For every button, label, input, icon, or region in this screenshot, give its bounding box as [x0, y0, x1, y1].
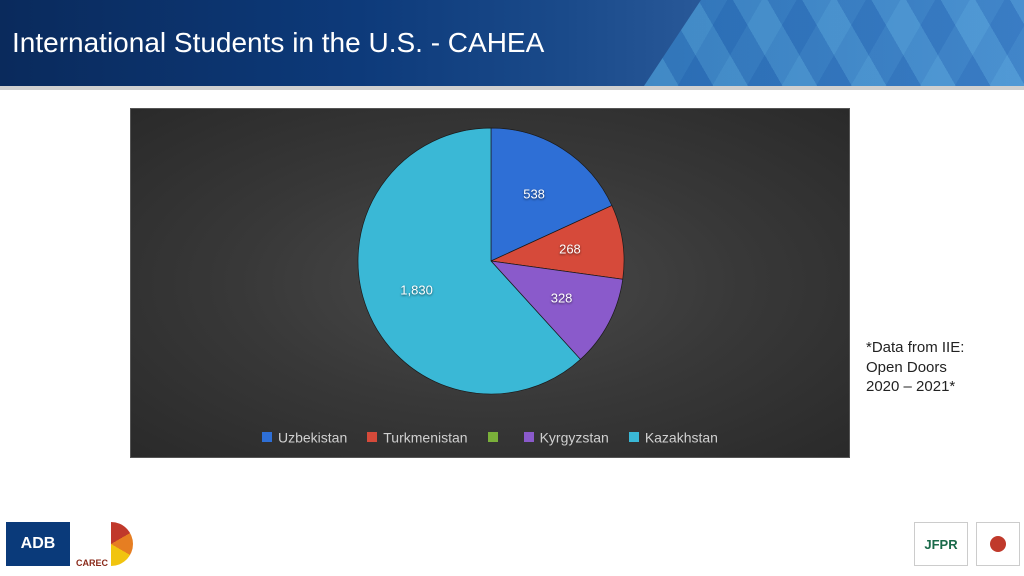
note-line-3: 2020 – 2021* [866, 377, 1016, 397]
adb-logo: ADB [6, 522, 70, 566]
note-line-2: Open Doors [866, 358, 1016, 378]
legend-item-uzbekistan: Uzbekistan [262, 428, 347, 445]
legend-label: Uzbekistan [278, 429, 347, 445]
pie-svg [351, 121, 631, 401]
slide-header: International Students in the U.S. - CAH… [0, 0, 1024, 90]
chart-legend: Uzbekistan Turkmenistan Kyrgyzstan Kazakhst… [131, 428, 849, 445]
jfpr-logo: JFPR [914, 522, 968, 566]
carec-logo: CAREC [76, 522, 146, 566]
pie-chart: 538 268 328 1,830 [351, 121, 631, 401]
pie-value-uzbekistan: 538 [523, 186, 545, 201]
note-line-1: *Data from IIE: [866, 338, 1016, 358]
jfpr-text: JFPR [924, 537, 957, 552]
legend-swatch-icon [262, 432, 272, 442]
legend-item-turkmenistan: Turkmenistan [367, 428, 467, 445]
pie-value-turkmenistan: 268 [559, 242, 581, 257]
japan-flag-icon [990, 536, 1006, 552]
legend-swatch-icon [629, 432, 639, 442]
legend-item-kazakhstan: Kazakhstan [629, 428, 718, 445]
slide-title: International Students in the U.S. - CAH… [12, 27, 544, 59]
data-source-note: *Data from IIE: Open Doors 2020 – 2021* [866, 338, 1016, 397]
legend-swatch-icon [367, 432, 377, 442]
pie-chart-panel: 538 268 328 1,830 Uzbekistan Turkmenistan Kyr… [130, 108, 850, 458]
legend-label: Turkmenistan [383, 429, 467, 445]
carec-text: CAREC [76, 558, 108, 568]
japan-flag-logo [976, 522, 1020, 566]
pie-value-kazakhstan: 1,830 [400, 282, 433, 297]
main-content: 538 268 328 1,830 Uzbekistan Turkmenistan Kyr… [0, 94, 1024, 514]
legend-swatch-icon [524, 432, 534, 442]
legend-label: Kyrgyzstan [540, 429, 609, 445]
legend-label: Kazakhstan [645, 429, 718, 445]
pie-value-kyrgyzstan: 328 [551, 291, 573, 306]
legend-item [488, 428, 504, 445]
legend-item-kyrgyzstan: Kyrgyzstan [524, 428, 609, 445]
legend-swatch-icon [488, 432, 498, 442]
footer-logos: ADB CAREC JFPR [0, 522, 1024, 572]
